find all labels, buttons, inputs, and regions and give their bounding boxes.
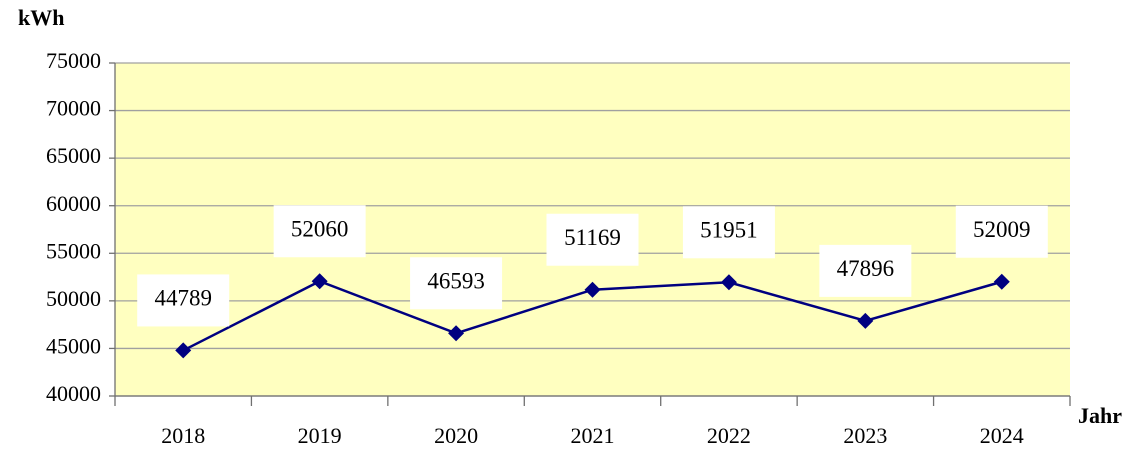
marker	[993, 273, 1010, 290]
data-label: 47896	[837, 256, 895, 281]
marker	[584, 281, 601, 298]
data-label-box	[819, 244, 912, 297]
marker	[720, 274, 737, 291]
data-label: 52060	[291, 217, 349, 242]
data-label-box	[137, 274, 230, 327]
x-tick-label: 2023	[843, 423, 887, 448]
data-label: 51169	[564, 225, 621, 250]
x-tick-label: 2022	[707, 423, 751, 448]
data-label-box	[273, 205, 366, 258]
x-tick-label: 2024	[980, 423, 1024, 448]
marker	[448, 325, 465, 342]
x-tick-label: 2020	[434, 423, 478, 448]
data-label-box	[955, 205, 1048, 258]
y-tick-label: 65000	[46, 143, 101, 168]
data-label-box	[682, 206, 775, 259]
y-tick-label: 55000	[46, 238, 101, 263]
y-tick-label: 60000	[46, 191, 101, 216]
data-label: 52009	[973, 217, 1031, 242]
marker	[311, 273, 328, 290]
y-tick-label: 75000	[46, 48, 101, 73]
data-label-box	[546, 213, 639, 266]
marker	[857, 312, 874, 329]
y-tick-label: 50000	[46, 286, 101, 311]
marker	[175, 342, 192, 359]
data-label-box	[410, 257, 503, 310]
data-label: 51951	[700, 218, 758, 243]
x-axis-label: Jahr	[1078, 403, 1122, 428]
y-tick-label: 45000	[46, 333, 101, 358]
data-label: 46593	[427, 269, 485, 294]
x-tick-label: 2018	[161, 423, 205, 448]
x-tick-label: 2019	[298, 423, 342, 448]
y-tick-label: 40000	[46, 381, 101, 406]
y-axis-label: kWh	[18, 5, 64, 30]
data-label: 44789	[154, 286, 212, 311]
x-tick-label: 2021	[571, 423, 615, 448]
y-tick-label: 70000	[46, 96, 101, 121]
